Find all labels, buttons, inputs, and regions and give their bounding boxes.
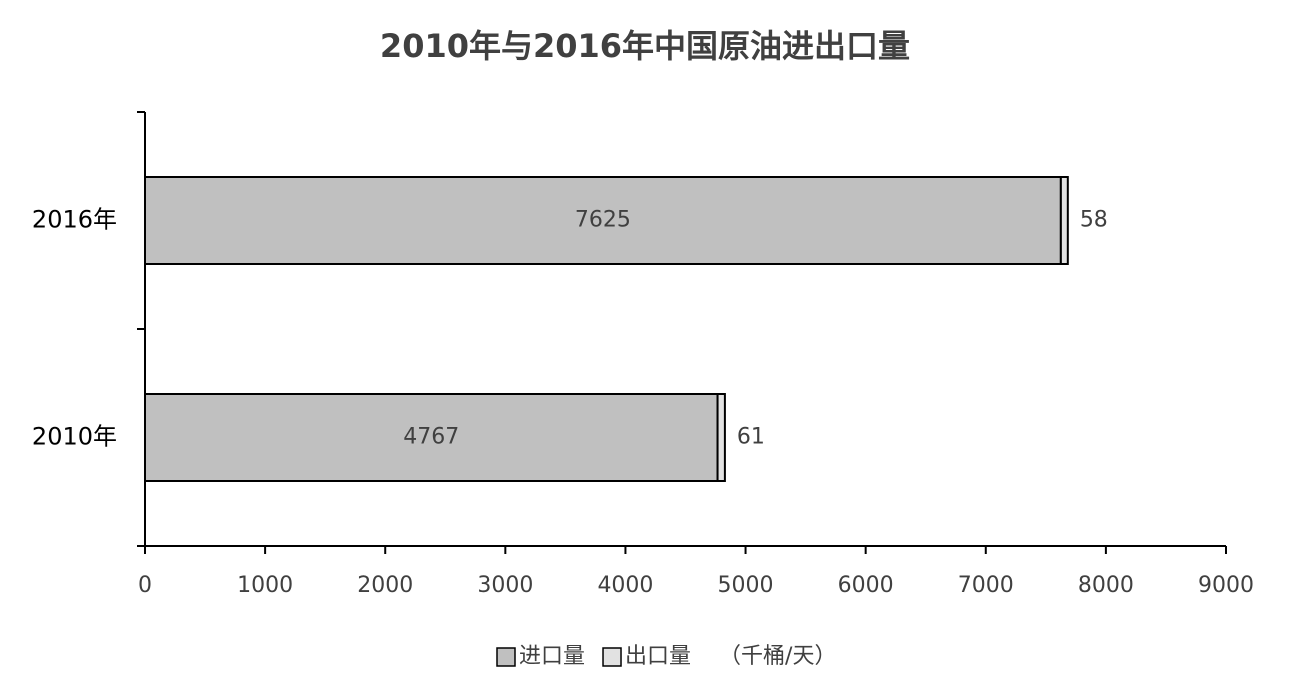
legend-swatch bbox=[602, 647, 622, 667]
y-tick-label: 2016年 bbox=[32, 206, 117, 234]
y-tick-label: 2010年 bbox=[32, 423, 117, 451]
bar-segment bbox=[144, 393, 719, 482]
x-tick-label: 3000 bbox=[477, 573, 533, 598]
chart-title: 2010年与2016年中国原油进出口量 bbox=[380, 27, 910, 65]
x-tick-label: 2000 bbox=[357, 573, 413, 598]
data-label: 58 bbox=[1080, 208, 1108, 233]
x-tick-label: 4000 bbox=[597, 573, 653, 598]
x-tick-label: 6000 bbox=[838, 573, 894, 598]
bar-segment bbox=[144, 176, 1062, 265]
legend-swatch bbox=[496, 647, 516, 667]
legend-label: 出口量 bbox=[625, 644, 691, 669]
x-tick-label: 8000 bbox=[1078, 573, 1134, 598]
x-tick-label: 5000 bbox=[718, 573, 774, 598]
x-tick-label: 9000 bbox=[1198, 573, 1254, 598]
data-label: 4767 bbox=[403, 425, 459, 450]
data-label: 7625 bbox=[575, 208, 631, 233]
data-label: 61 bbox=[737, 425, 765, 450]
x-tick-label: 0 bbox=[138, 573, 152, 598]
unit-label: （千桶/天） bbox=[719, 644, 836, 669]
bar-segment bbox=[1059, 176, 1069, 265]
x-tick-label: 7000 bbox=[958, 573, 1014, 598]
bar-segment bbox=[716, 393, 726, 482]
legend-label: 进口量 bbox=[519, 644, 585, 669]
x-tick-label: 1000 bbox=[237, 573, 293, 598]
